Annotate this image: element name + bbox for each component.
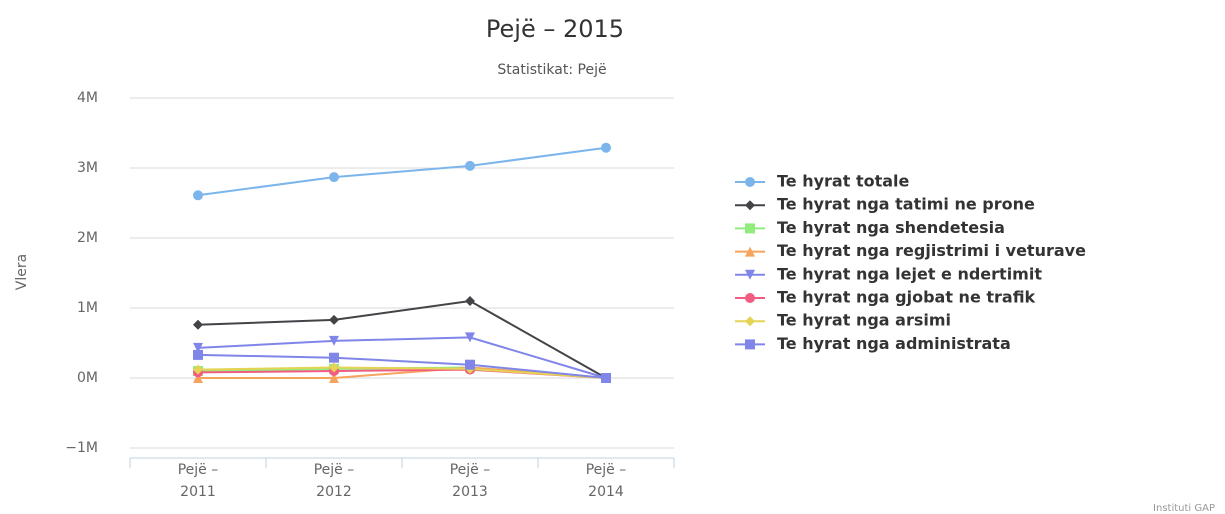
legend-label: Te hyrat nga gjobat ne trafik bbox=[777, 288, 1036, 307]
x-tick-label: Pejë –2013 bbox=[450, 462, 491, 500]
marker bbox=[193, 342, 203, 353]
credits: Instituti GAP bbox=[1153, 503, 1215, 514]
y-axis-label: Vlera bbox=[14, 254, 30, 290]
marker bbox=[745, 177, 755, 187]
x-tick-label: Pejë –2011 bbox=[178, 462, 219, 500]
legend-label: Te hyrat nga tatimi ne prone bbox=[777, 195, 1035, 214]
marker bbox=[465, 296, 475, 306]
marker bbox=[329, 335, 339, 346]
y-tick-label: 3M bbox=[77, 160, 98, 176]
legend-label: Te hyrat nga regjistrimi i veturave bbox=[777, 241, 1086, 260]
marker bbox=[193, 190, 203, 201]
legend-label: Te hyrat nga arsimi bbox=[777, 311, 951, 330]
marker bbox=[745, 339, 755, 350]
series-line bbox=[197, 299, 607, 379]
series-line bbox=[197, 336, 607, 379]
legend-label: Te hyrat nga shendetesia bbox=[777, 218, 1005, 237]
marker bbox=[329, 172, 339, 183]
marker bbox=[601, 142, 611, 153]
y-tick-label: 2M bbox=[77, 230, 98, 246]
marker bbox=[465, 359, 475, 370]
legend-label: Te hyrat totale bbox=[777, 172, 910, 191]
marker bbox=[329, 362, 339, 373]
legend-label: Te hyrat nga administrata bbox=[777, 334, 1011, 353]
series-line bbox=[197, 366, 607, 379]
marker bbox=[465, 332, 475, 343]
y-tick-label: 1M bbox=[77, 300, 98, 316]
marker bbox=[193, 349, 203, 360]
series-line bbox=[197, 353, 607, 379]
marker bbox=[329, 314, 339, 325]
marker bbox=[193, 319, 203, 330]
marker bbox=[745, 293, 755, 303]
legend-label: Te hyrat nga lejet e ndertimit bbox=[777, 264, 1042, 283]
y-tick-label: −1M bbox=[65, 440, 98, 456]
y-tick-label: 0M bbox=[77, 370, 98, 386]
marker bbox=[745, 246, 755, 257]
marker bbox=[329, 373, 339, 383]
marker bbox=[329, 352, 339, 363]
marker bbox=[745, 200, 755, 211]
marker bbox=[193, 373, 203, 383]
series-line bbox=[197, 146, 607, 197]
marker bbox=[745, 223, 755, 234]
chart-title: Pejë – 2015 bbox=[486, 15, 624, 43]
y-tick-label: 4M bbox=[77, 90, 98, 106]
marker bbox=[745, 269, 755, 280]
marker bbox=[601, 373, 611, 383]
marker bbox=[745, 316, 755, 327]
marker bbox=[193, 364, 203, 375]
marker bbox=[465, 160, 475, 171]
x-tick-label: Pejë –2012 bbox=[314, 462, 355, 500]
x-tick-label: Pejë –2014 bbox=[586, 462, 627, 500]
chart-subtitle: Statistikat: Pejë bbox=[497, 62, 606, 78]
